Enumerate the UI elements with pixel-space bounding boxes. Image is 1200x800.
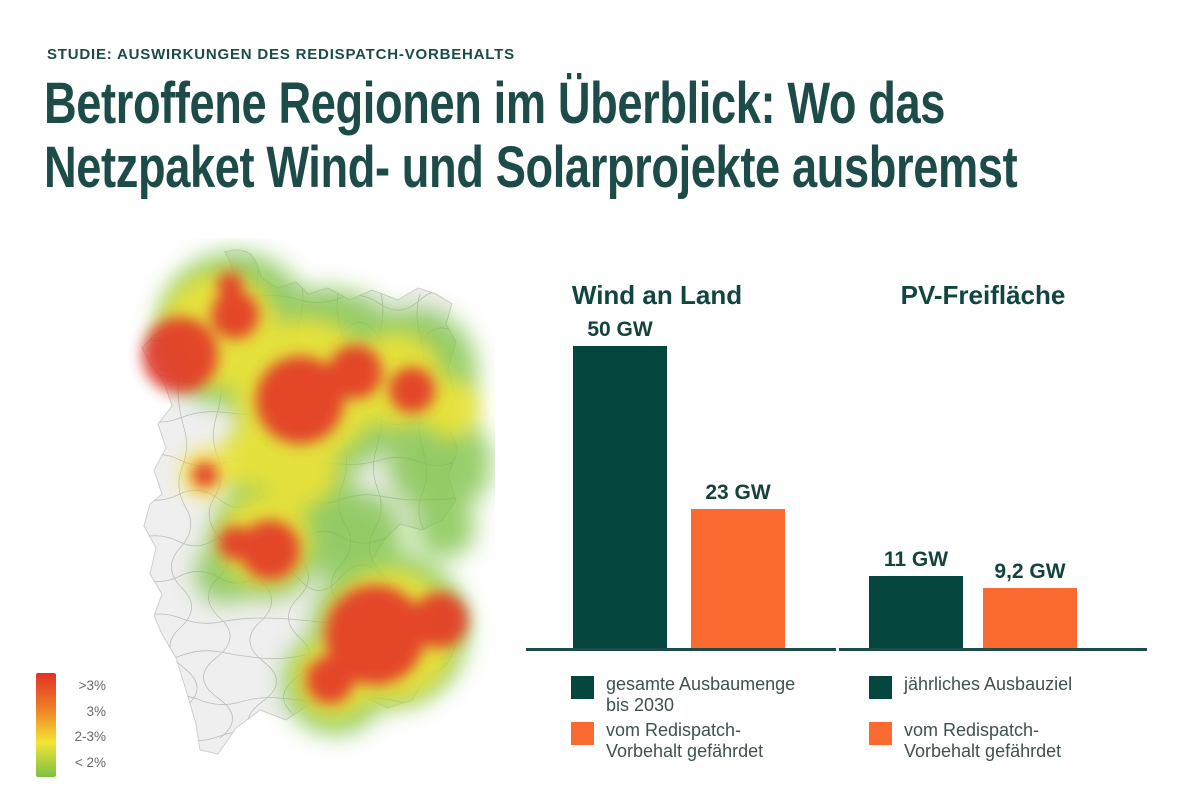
legend-label: vom Redispatch- Vorbehalt gefährdet [904,720,1062,761]
legend-item: vom Redispatch- Vorbehalt gefährdet [869,720,1072,762]
legend-item: vom Redispatch- Vorbehalt gefährdet [571,720,795,762]
bar-value-label: 23 GW [705,481,771,504]
germany-heatmap [100,238,495,800]
bars-wind: 50 GW 23 GW [573,276,785,648]
kicker: STUDIE: AUSWIRKUNGEN DES REDISPATCH-VORB… [47,46,515,63]
heat-scale-label: 2-3% [74,729,106,745]
bar-chart-pv: PV-Freifläche 11 GW 9,2 GW jährliches Aus… [839,276,1147,786]
legend-pv: jährliches Ausbauziel vom Redispatch- Vor… [869,674,1072,762]
bar-value-label: 11 GW [883,548,949,571]
bar-group: 23 GW [691,481,785,648]
axis-baseline-wind [526,648,836,651]
bar [869,576,963,648]
heat-scale-labels: >3% 3% 2-3% < 2% [60,678,106,770]
bars-pv: 11 GW 9,2 GW [869,276,1077,648]
heat-scale-gradient [36,673,56,777]
bar-group: 50 GW [573,318,667,648]
page-title: Betroffene Regionen im Überblick: Wo das… [44,72,1194,200]
bar [691,509,785,648]
bar [983,588,1077,648]
heat-scale-label: < 2% [74,754,106,770]
legend-item: gesamte Ausbaumenge bis 2030 [571,674,795,716]
heat-scale-label: >3% [78,678,106,693]
bar-group: 11 GW [869,548,963,648]
heat-layer-red [142,272,468,704]
bar [573,346,667,648]
legend-wind: gesamte Ausbaumenge bis 2030 vom Redispat… [571,674,795,762]
legend-label: vom Redispatch- Vorbehalt gefährdet [606,720,764,761]
legend-label: jährliches Ausbauziel [904,674,1073,694]
bar-value-label: 9,2 GW [994,560,1066,583]
legend-swatch [571,676,594,699]
legend-item: jährliches Ausbauziel [869,674,1072,716]
bar-value-label: 50 GW [587,318,653,341]
page-title-line-1: Betroffene Regionen im Überblick: Wo das [44,71,946,136]
heat-scale-label: 3% [86,703,106,719]
bar-chart-wind: Wind an Land 50 GW 23 GW gesamte Ausbaume… [526,276,836,786]
legend-swatch [869,722,892,745]
germany-heatmap-svg [141,249,492,755]
chart-title-pv: PV-Freifläche [900,280,1066,310]
legend-label: gesamte Ausbaumenge bis 2030 [606,674,796,715]
axis-baseline-pv [839,648,1147,651]
page-title-line-2: Netzpaket Wind- und Solarprojekte ausbre… [44,135,1018,200]
legend-swatch [571,722,594,745]
chart-title-wind: Wind an Land [571,280,743,310]
bar-group: 9,2 GW [983,560,1077,648]
legend-swatch [869,676,892,699]
